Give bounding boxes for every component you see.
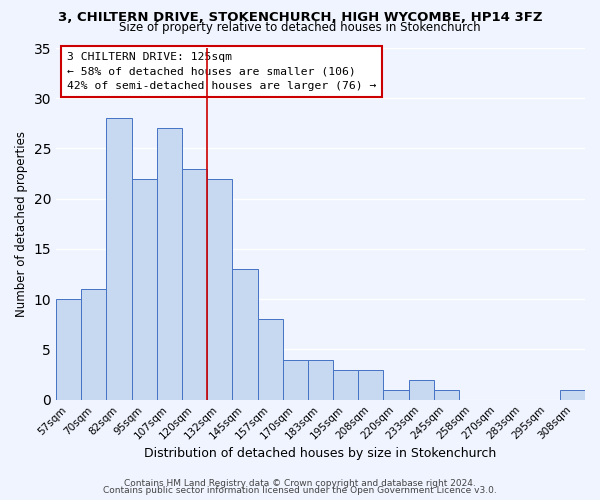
Bar: [257, 320, 283, 400]
Bar: [283, 360, 308, 400]
Y-axis label: Number of detached properties: Number of detached properties: [15, 131, 28, 317]
Bar: [358, 370, 383, 400]
Text: 3 CHILTERN DRIVE: 125sqm
← 58% of detached houses are smaller (106)
42% of semi-: 3 CHILTERN DRIVE: 125sqm ← 58% of detach…: [67, 52, 376, 91]
Bar: [383, 390, 409, 400]
Bar: [434, 390, 459, 400]
Text: Size of property relative to detached houses in Stokenchurch: Size of property relative to detached ho…: [119, 21, 481, 34]
X-axis label: Distribution of detached houses by size in Stokenchurch: Distribution of detached houses by size …: [145, 447, 497, 460]
Bar: [157, 128, 182, 400]
Bar: [106, 118, 131, 400]
Bar: [232, 269, 257, 400]
Text: Contains HM Land Registry data © Crown copyright and database right 2024.: Contains HM Land Registry data © Crown c…: [124, 478, 476, 488]
Bar: [131, 178, 157, 400]
Text: 3, CHILTERN DRIVE, STOKENCHURCH, HIGH WYCOMBE, HP14 3FZ: 3, CHILTERN DRIVE, STOKENCHURCH, HIGH WY…: [58, 11, 542, 24]
Text: Contains public sector information licensed under the Open Government Licence v3: Contains public sector information licen…: [103, 486, 497, 495]
Bar: [308, 360, 333, 400]
Bar: [182, 168, 207, 400]
Bar: [409, 380, 434, 400]
Bar: [333, 370, 358, 400]
Bar: [207, 178, 232, 400]
Bar: [560, 390, 585, 400]
Bar: [81, 289, 106, 400]
Bar: [56, 299, 81, 400]
